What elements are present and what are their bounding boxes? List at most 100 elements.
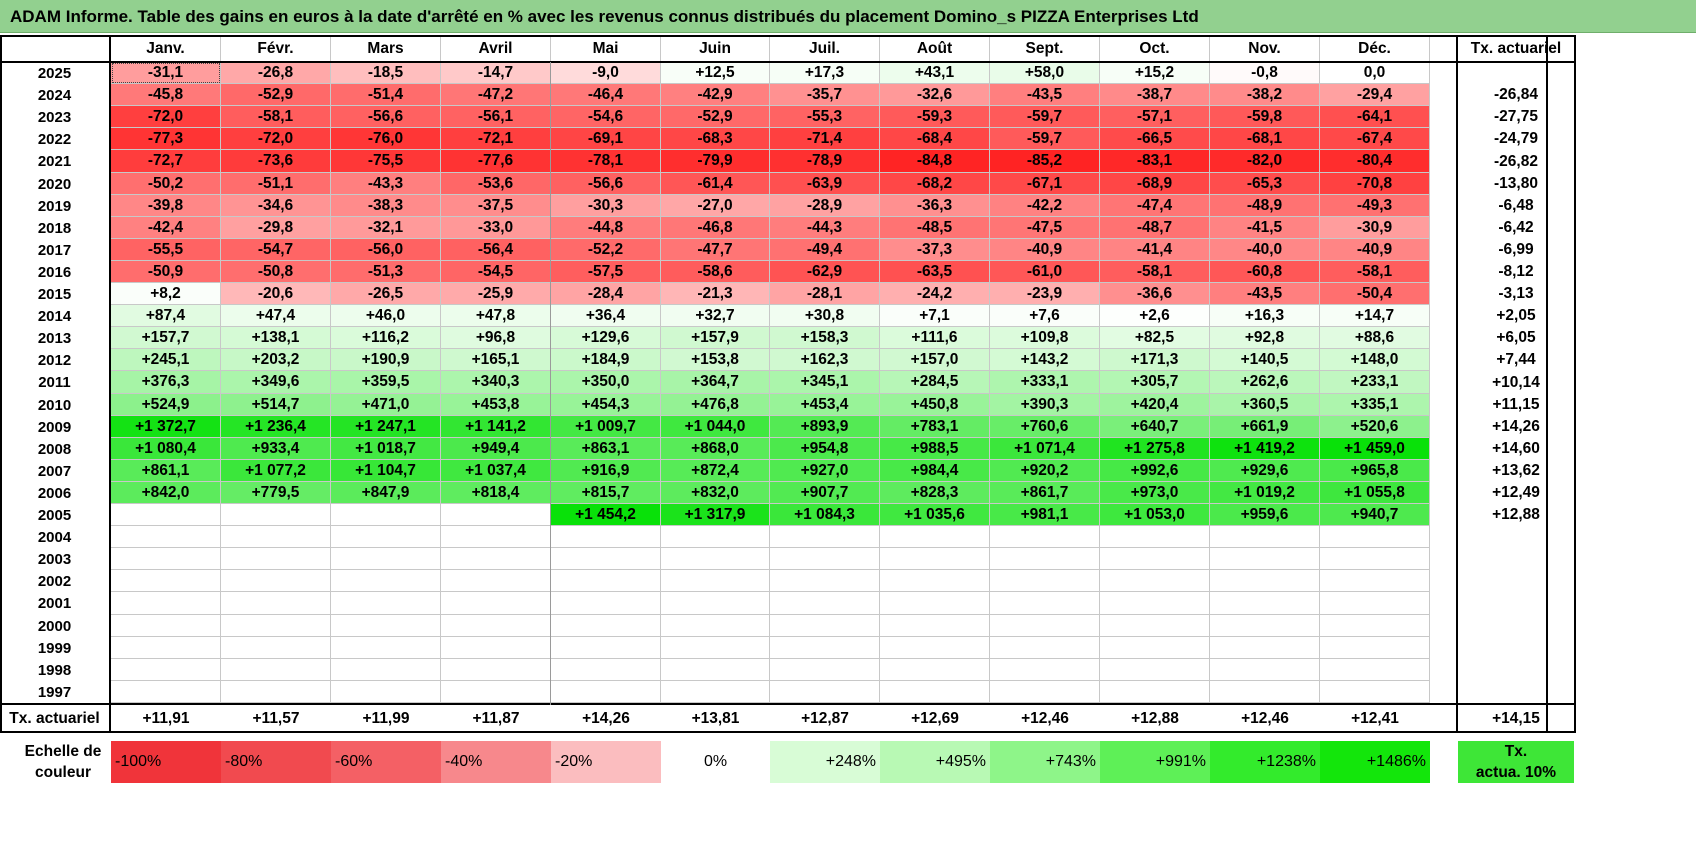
table-cell[interactable] [770, 548, 880, 570]
table-cell[interactable] [990, 570, 1100, 592]
table-cell[interactable] [331, 615, 441, 637]
table-cell[interactable]: -29,8 [221, 217, 331, 239]
table-cell[interactable]: -49,4 [770, 239, 880, 261]
table-cell[interactable] [331, 504, 441, 526]
table-cell[interactable]: +350,0 [551, 371, 661, 394]
table-cell[interactable] [880, 681, 990, 703]
table-cell[interactable] [441, 526, 551, 548]
table-cell[interactable]: +783,1 [880, 416, 990, 438]
table-cell[interactable]: +233,1 [1320, 371, 1430, 394]
table-cell[interactable] [661, 526, 770, 548]
table-cell[interactable] [441, 548, 551, 570]
table-cell[interactable]: -43,5 [1210, 283, 1320, 305]
table-cell[interactable]: -72,0 [221, 128, 331, 150]
table-cell[interactable]: -69,1 [551, 128, 661, 150]
table-cell[interactable]: -50,2 [111, 173, 221, 195]
table-cell[interactable]: -48,5 [880, 217, 990, 239]
table-cell[interactable]: +8,2 [111, 283, 221, 305]
table-cell[interactable]: +1 080,4 [111, 438, 221, 460]
table-cell[interactable]: -46,4 [551, 84, 661, 106]
table-cell[interactable]: +47,8 [441, 305, 551, 327]
table-cell[interactable]: -58,1 [221, 106, 331, 128]
table-cell[interactable] [880, 592, 990, 615]
table-cell[interactable]: -84,8 [880, 150, 990, 173]
table-cell[interactable]: +1 141,2 [441, 416, 551, 438]
table-cell[interactable]: +992,6 [1100, 460, 1210, 482]
table-cell[interactable]: -44,8 [551, 217, 661, 239]
table-cell[interactable] [551, 526, 661, 548]
table-cell[interactable]: -60,8 [1210, 261, 1320, 283]
table-cell[interactable] [1100, 548, 1210, 570]
table-cell[interactable]: +1 454,2 [551, 504, 661, 526]
table-cell[interactable]: +933,4 [221, 438, 331, 460]
table-cell[interactable] [661, 637, 770, 659]
table-cell[interactable]: +1 053,0 [1100, 504, 1210, 526]
table-cell[interactable]: +82,5 [1100, 327, 1210, 349]
table-cell[interactable]: +305,7 [1100, 371, 1210, 394]
table-cell[interactable]: +779,5 [221, 482, 331, 504]
table-cell[interactable]: -41,5 [1210, 217, 1320, 239]
table-cell[interactable]: -41,4 [1100, 239, 1210, 261]
table-cell[interactable]: +364,7 [661, 371, 770, 394]
table-cell[interactable]: -68,9 [1100, 173, 1210, 195]
table-cell[interactable]: -54,5 [441, 261, 551, 283]
table-cell[interactable]: +1 018,7 [331, 438, 441, 460]
table-cell[interactable] [111, 570, 221, 592]
table-cell[interactable] [331, 526, 441, 548]
table-cell[interactable]: +109,8 [990, 327, 1100, 349]
table-cell[interactable]: +1 084,3 [770, 504, 880, 526]
table-cell[interactable] [770, 681, 880, 703]
table-cell[interactable]: +940,7 [1320, 504, 1430, 526]
table-cell[interactable]: +87,4 [111, 305, 221, 327]
table-cell[interactable]: +988,5 [880, 438, 990, 460]
table-cell[interactable] [1100, 681, 1210, 703]
table-cell[interactable]: -37,3 [880, 239, 990, 261]
table-cell[interactable]: -38,7 [1100, 84, 1210, 106]
table-cell[interactable]: +420,4 [1100, 394, 1210, 416]
table-cell[interactable]: +847,9 [331, 482, 441, 504]
table-cell[interactable] [661, 681, 770, 703]
table-cell[interactable] [661, 592, 770, 615]
table-cell[interactable]: -28,4 [551, 283, 661, 305]
table-cell[interactable]: -51,1 [221, 173, 331, 195]
table-cell[interactable]: +157,9 [661, 327, 770, 349]
table-cell[interactable] [1320, 592, 1430, 615]
table-cell[interactable]: -43,3 [331, 173, 441, 195]
table-cell[interactable]: +760,6 [990, 416, 1100, 438]
table-cell[interactable]: +832,0 [661, 482, 770, 504]
table-cell[interactable]: -36,3 [880, 195, 990, 217]
table-cell[interactable]: -51,4 [331, 84, 441, 106]
table-cell[interactable]: +1 104,7 [331, 460, 441, 482]
table-cell[interactable]: -56,0 [331, 239, 441, 261]
table-cell[interactable]: -50,8 [221, 261, 331, 283]
table-cell[interactable] [221, 659, 331, 681]
table-cell[interactable]: +14,7 [1320, 305, 1430, 327]
table-cell[interactable]: +203,2 [221, 349, 331, 371]
table-cell[interactable] [331, 659, 441, 681]
table-cell[interactable] [331, 592, 441, 615]
table-cell[interactable]: -47,2 [441, 84, 551, 106]
table-cell[interactable]: -67,4 [1320, 128, 1430, 150]
table-cell[interactable]: -38,3 [331, 195, 441, 217]
table-cell[interactable] [990, 615, 1100, 637]
table-cell[interactable] [221, 592, 331, 615]
table-cell[interactable] [990, 526, 1100, 548]
table-cell[interactable]: -28,1 [770, 283, 880, 305]
table-cell[interactable]: -38,2 [1210, 84, 1320, 106]
table-cell[interactable] [331, 681, 441, 703]
table-cell[interactable]: +1 419,2 [1210, 438, 1320, 460]
table-cell[interactable]: -59,7 [990, 128, 1100, 150]
table-cell[interactable]: -62,9 [770, 261, 880, 283]
table-cell[interactable] [221, 637, 331, 659]
table-cell[interactable]: -33,0 [441, 217, 551, 239]
table-cell[interactable]: +450,8 [880, 394, 990, 416]
table-cell[interactable]: -82,0 [1210, 150, 1320, 173]
table-cell[interactable]: -57,1 [1100, 106, 1210, 128]
table-cell[interactable]: -72,7 [111, 150, 221, 173]
table-cell[interactable]: +520,6 [1320, 416, 1430, 438]
table-cell[interactable] [331, 548, 441, 570]
table-cell[interactable]: -52,2 [551, 239, 661, 261]
table-cell[interactable] [880, 637, 990, 659]
table-cell[interactable]: -46,8 [661, 217, 770, 239]
table-cell[interactable]: -85,2 [990, 150, 1100, 173]
